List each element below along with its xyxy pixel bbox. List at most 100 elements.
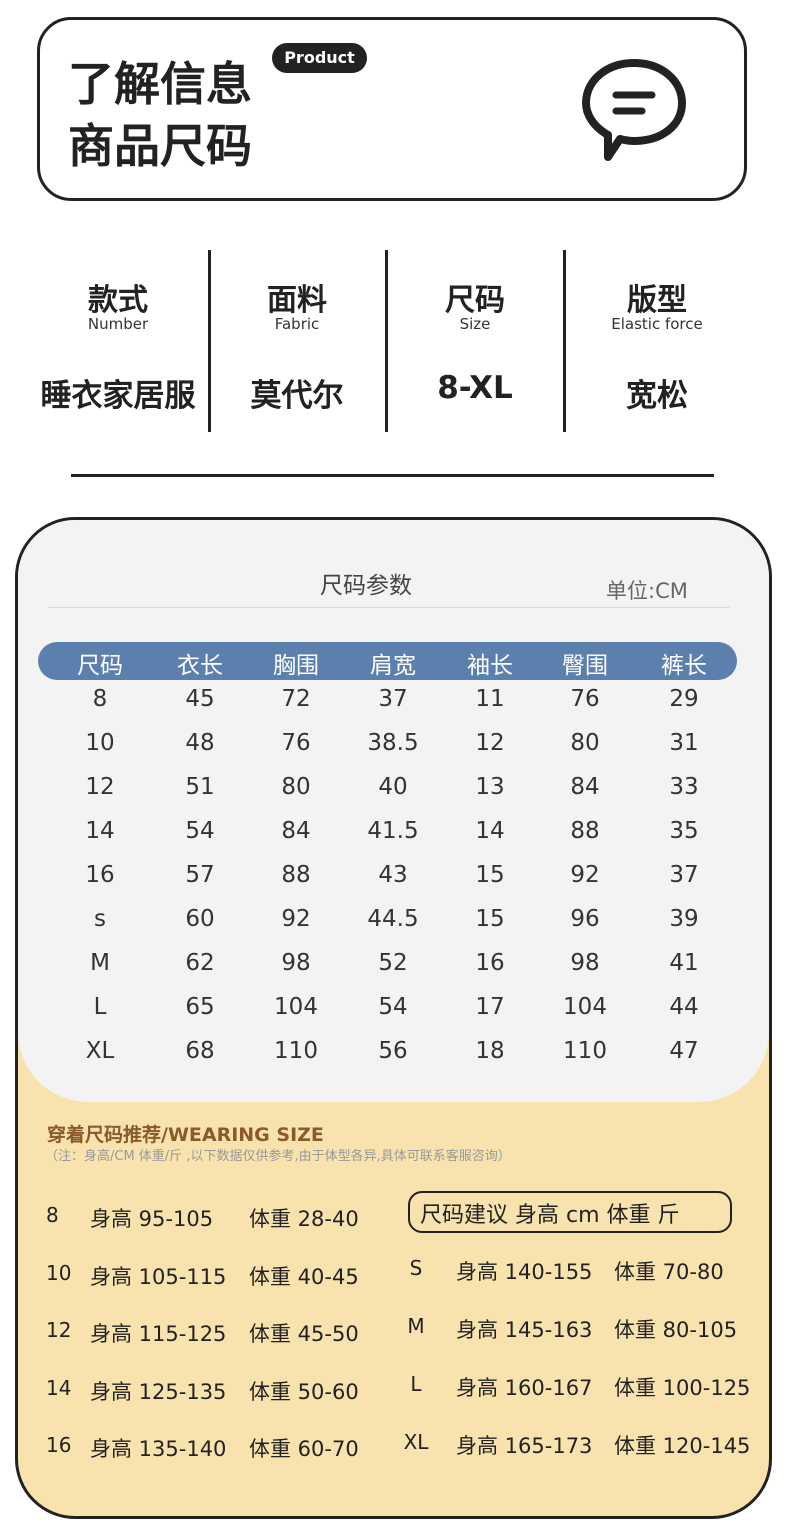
table-cell: 92 — [570, 862, 600, 888]
height: 身高 95-105 — [90, 1207, 214, 1231]
table-cell: 37 — [669, 862, 699, 888]
info-value: 睡衣家居服 — [40, 378, 196, 414]
table-cell: 96 — [570, 906, 600, 932]
info-label: 面料 — [267, 283, 327, 318]
table-cell: 33 — [669, 774, 699, 800]
table-cell: 45 — [185, 686, 215, 712]
info-english: Size — [459, 315, 491, 333]
wearing-title: 穿着尺码推荐/WEARING SIZE — [47, 1124, 324, 1146]
table-cell: 39 — [669, 906, 699, 932]
table-cell: 110 — [563, 1038, 607, 1064]
table-cell: 92 — [281, 906, 311, 932]
table-cell: 43 — [378, 862, 408, 888]
height: 身高 160-167 — [456, 1376, 593, 1400]
table-header-bg — [38, 642, 737, 680]
table-cell: 80 — [281, 774, 311, 800]
suggest-box — [408, 1191, 732, 1233]
table-cell: 35 — [669, 818, 699, 844]
table-cell: 18 — [475, 1038, 505, 1064]
table-cell: 110 — [274, 1038, 318, 1064]
suggest-text: 尺码建议 身高 cm 体重 斤 — [420, 1203, 680, 1228]
info-label: 尺码 — [445, 283, 505, 318]
table-cell: 51 — [185, 774, 215, 800]
size: 14 — [46, 1375, 72, 1400]
table-cell: 16 — [85, 862, 115, 888]
weight: 体重 80-105 — [614, 1318, 738, 1342]
table-cell: 11 — [475, 686, 505, 712]
table-cell: 15 — [475, 906, 505, 932]
size: S — [409, 1256, 423, 1280]
size: L — [410, 1372, 422, 1396]
size-card — [15, 517, 772, 1519]
table-cell: 12 — [475, 730, 505, 756]
table-cell: 8 — [92, 686, 108, 712]
table-cell: 14 — [475, 818, 505, 844]
table-cell: L — [93, 994, 107, 1020]
card-top — [18, 520, 769, 1102]
header-title: 了解信息 — [68, 57, 252, 111]
weight: 体重 60-70 — [249, 1437, 359, 1461]
table-cell: 57 — [185, 862, 215, 888]
size: 16 — [46, 1433, 72, 1457]
height: 身高 145-163 — [456, 1318, 593, 1342]
table-cell: 98 — [570, 950, 600, 976]
table-cell: 12 — [85, 774, 115, 800]
table-cell: 29 — [669, 686, 699, 712]
table-cell: 31 — [669, 730, 699, 756]
height: 身高 135-140 — [90, 1437, 227, 1461]
weight: 体重 100-125 — [614, 1376, 751, 1400]
table-cell: 80 — [570, 730, 600, 756]
table-cell: 47 — [669, 1038, 699, 1064]
table-cell: 84 — [281, 818, 311, 844]
table-cell: 60 — [185, 906, 215, 932]
column-header: 尺码 — [77, 653, 123, 679]
weight: 体重 40-45 — [249, 1264, 359, 1289]
info-english: Number — [87, 315, 149, 333]
weight: 体重 120-145 — [614, 1434, 751, 1458]
weight: 体重 45-50 — [249, 1322, 359, 1346]
table-cell: 44 — [669, 994, 699, 1020]
weight: 体重 70-80 — [614, 1260, 724, 1284]
info-value: 莫代尔 — [250, 378, 344, 414]
table-cell: XL — [85, 1038, 115, 1064]
column-header: 臀围 — [562, 653, 608, 679]
info-english: Elastic force — [611, 315, 703, 333]
table-cell: 13 — [475, 774, 505, 800]
table-rule — [48, 607, 730, 608]
table-cell: 37 — [378, 686, 408, 712]
table-cell: 54 — [378, 994, 408, 1020]
height: 身高 165-173 — [456, 1434, 593, 1458]
size: M — [407, 1314, 425, 1338]
info-label: 款式 — [88, 283, 148, 318]
info-value: 8-XL — [437, 370, 513, 406]
table-cell: 88 — [570, 818, 600, 844]
table-title: 尺码参数 — [320, 573, 412, 599]
column-header: 袖长 — [467, 653, 513, 679]
size: XL — [403, 1430, 429, 1454]
table-cell: 76 — [570, 686, 600, 712]
wearing-note: （注：身高/CM 体重/斤 ,以下数据仅供参考,由于体型各异,具体可联系客服咨询… — [45, 1149, 511, 1164]
chat-icon — [582, 59, 686, 161]
info-value: 宽松 — [626, 378, 688, 414]
height: 身高 140-155 — [456, 1260, 593, 1284]
table-cell: 17 — [475, 994, 505, 1020]
divider — [385, 250, 388, 432]
table-cell: 88 — [281, 862, 311, 888]
header-box — [37, 17, 747, 201]
table-cell: 65 — [185, 994, 215, 1020]
table-cell: 15 — [475, 862, 505, 888]
weight: 体重 28-40 — [249, 1207, 359, 1231]
column-header: 衣长 — [177, 653, 223, 679]
table-cell: 40 — [378, 774, 408, 800]
table-cell: 54 — [185, 818, 215, 844]
height: 身高 105-115 — [90, 1264, 227, 1289]
column-header: 裤长 — [661, 653, 707, 679]
divider — [563, 250, 566, 432]
header-title: 商品尺码 — [68, 119, 252, 173]
size: 8 — [46, 1203, 59, 1227]
info-label: 版型 — [627, 283, 687, 318]
table-cell: 16 — [475, 950, 505, 976]
height: 身高 115-125 — [90, 1322, 227, 1346]
height: 身高 125-135 — [90, 1379, 227, 1404]
table-cell: 10 — [85, 730, 115, 756]
